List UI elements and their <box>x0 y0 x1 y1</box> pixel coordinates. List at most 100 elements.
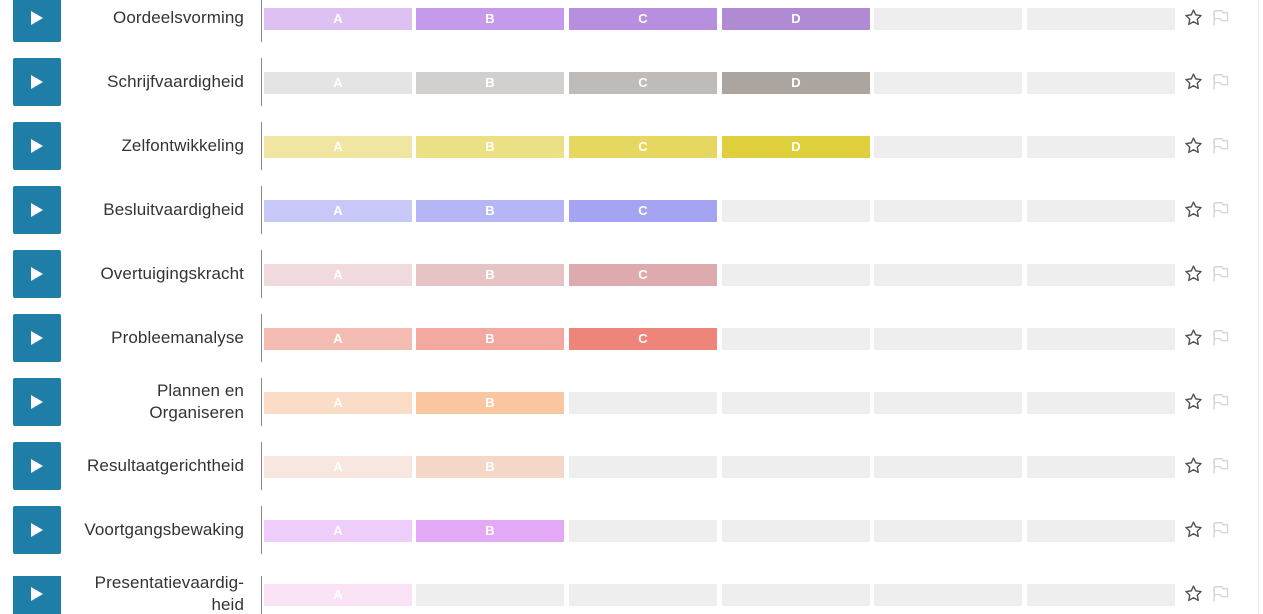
play-button[interactable] <box>13 442 61 490</box>
level-segment-f <box>1027 264 1175 286</box>
level-segment-c: C <box>569 328 717 350</box>
level-segment-e <box>874 264 1022 286</box>
competency-row: Schrijfvaardigheid A B C D <box>0 58 1258 128</box>
divider <box>261 186 262 234</box>
play-button[interactable] <box>13 58 61 106</box>
star-icon[interactable] <box>1184 392 1203 411</box>
level-segment-e <box>874 72 1022 94</box>
level-segment-e <box>874 8 1022 30</box>
play-button[interactable] <box>13 186 61 234</box>
flag-icon[interactable] <box>1211 584 1230 603</box>
flag-icon[interactable] <box>1211 456 1230 475</box>
divider <box>261 442 262 490</box>
level-segment-f <box>1027 520 1175 542</box>
star-icon[interactable] <box>1184 136 1203 155</box>
play-button[interactable] <box>13 0 61 42</box>
flag-icon[interactable] <box>1211 328 1230 347</box>
divider <box>261 506 262 554</box>
level-segment-a: A <box>264 136 412 158</box>
star-icon[interactable] <box>1184 264 1203 283</box>
competency-row: Zelfontwikkeling A B C D <box>0 122 1258 192</box>
level-segment-b: B <box>416 200 564 222</box>
level-segment-b: B <box>416 264 564 286</box>
level-segment-f <box>1027 200 1175 222</box>
divider <box>261 378 262 426</box>
level-segment-c <box>569 584 717 606</box>
competency-row: Besluitvaardigheid A B C <box>0 186 1258 256</box>
competency-name: Probleemanalyse <box>111 328 244 347</box>
level-segment-f <box>1027 72 1175 94</box>
level-segment-c: C <box>569 8 717 30</box>
level-segment-b: B <box>416 8 564 30</box>
play-button[interactable] <box>13 314 61 362</box>
level-segment-e <box>874 520 1022 542</box>
competency-row: Plannen en Organiseren A B <box>0 378 1258 448</box>
star-icon[interactable] <box>1184 8 1203 27</box>
level-segment-c: C <box>569 72 717 94</box>
level-segment-d <box>722 392 870 414</box>
flag-icon[interactable] <box>1211 264 1230 283</box>
level-segment-a: A <box>264 72 412 94</box>
competency-name: Besluitvaardigheid <box>103 200 244 219</box>
play-button[interactable] <box>13 506 61 554</box>
level-segment-a: A <box>264 520 412 542</box>
competency-name: Presentatievaardig-heid <box>94 576 244 614</box>
play-button[interactable] <box>13 250 61 298</box>
play-button[interactable] <box>13 576 61 614</box>
level-segment-d <box>722 456 870 478</box>
level-segment-e <box>874 328 1022 350</box>
level-segment-f <box>1027 328 1175 350</box>
competency-row: Resultaatgerichtheid A B <box>0 442 1258 512</box>
star-icon[interactable] <box>1184 200 1203 219</box>
level-segment-d <box>722 520 870 542</box>
competency-row: Voortgangsbewaking A B <box>0 506 1258 576</box>
competency-name: Resultaatgerichtheid <box>87 456 244 475</box>
competency-name: Plannen en Organiseren <box>149 381 244 422</box>
level-segment-c <box>569 392 717 414</box>
level-segment-f <box>1027 584 1175 606</box>
level-segment-a: A <box>264 200 412 222</box>
level-segment-f <box>1027 456 1175 478</box>
level-segment-e <box>874 392 1022 414</box>
level-segment-c: C <box>569 264 717 286</box>
level-segment-a: A <box>264 328 412 350</box>
level-segment-b: B <box>416 520 564 542</box>
flag-icon[interactable] <box>1211 72 1230 91</box>
level-segment-c: C <box>569 200 717 222</box>
star-icon[interactable] <box>1184 72 1203 91</box>
star-icon[interactable] <box>1184 584 1203 603</box>
level-segment-d: D <box>722 72 870 94</box>
flag-icon[interactable] <box>1211 520 1230 539</box>
divider <box>261 122 262 170</box>
level-segment-b <box>416 584 564 606</box>
level-segment-b: B <box>416 456 564 478</box>
star-icon[interactable] <box>1184 456 1203 475</box>
competency-row: Presentatievaardig-heid A <box>0 576 1258 614</box>
competency-name: Overtuigingskracht <box>100 264 244 283</box>
level-segment-e <box>874 200 1022 222</box>
flag-icon[interactable] <box>1211 8 1230 27</box>
play-button[interactable] <box>13 122 61 170</box>
level-segment-d <box>722 584 870 606</box>
level-segment-f <box>1027 136 1175 158</box>
divider <box>261 576 262 614</box>
level-segment-d: D <box>722 136 870 158</box>
level-segment-c <box>569 520 717 542</box>
level-segment-f <box>1027 8 1175 30</box>
level-segment-a: A <box>264 392 412 414</box>
star-icon[interactable] <box>1184 328 1203 347</box>
level-segment-c <box>569 456 717 478</box>
flag-icon[interactable] <box>1211 392 1230 411</box>
star-icon[interactable] <box>1184 520 1203 539</box>
competency-row: Overtuigingskracht A B C <box>0 250 1258 320</box>
level-segment-a: A <box>264 264 412 286</box>
competency-name: Schrijfvaardigheid <box>107 72 244 91</box>
level-segment-d: D <box>722 8 870 30</box>
level-segment-d <box>722 328 870 350</box>
flag-icon[interactable] <box>1211 136 1230 155</box>
level-segment-b: B <box>416 72 564 94</box>
flag-icon[interactable] <box>1211 200 1230 219</box>
level-segment-b: B <box>416 136 564 158</box>
play-button[interactable] <box>13 378 61 426</box>
level-segment-a: A <box>264 8 412 30</box>
